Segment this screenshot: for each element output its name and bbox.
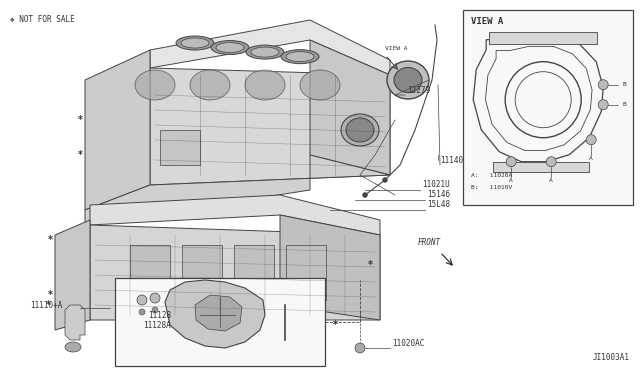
Text: B: B bbox=[622, 102, 626, 107]
Bar bbox=[493, 162, 589, 172]
Text: 11021U: 11021U bbox=[422, 180, 450, 189]
Text: 11128A: 11128A bbox=[143, 321, 171, 330]
Circle shape bbox=[546, 157, 556, 167]
Polygon shape bbox=[165, 280, 265, 348]
Text: VIEW A: VIEW A bbox=[471, 17, 503, 26]
Text: *: * bbox=[77, 115, 83, 125]
Circle shape bbox=[362, 192, 367, 198]
Circle shape bbox=[152, 307, 158, 313]
Circle shape bbox=[586, 135, 596, 145]
Text: JI1003A1: JI1003A1 bbox=[593, 353, 630, 362]
Text: 12279: 12279 bbox=[407, 86, 430, 95]
Ellipse shape bbox=[286, 52, 314, 62]
Polygon shape bbox=[280, 215, 380, 320]
Bar bbox=[130, 245, 170, 300]
Ellipse shape bbox=[251, 47, 279, 57]
Ellipse shape bbox=[246, 45, 284, 59]
Ellipse shape bbox=[190, 70, 230, 100]
Text: *: * bbox=[47, 235, 52, 245]
Text: *: * bbox=[77, 150, 83, 160]
Ellipse shape bbox=[394, 67, 422, 93]
Ellipse shape bbox=[279, 341, 291, 349]
Text: 15146: 15146 bbox=[427, 190, 450, 199]
Ellipse shape bbox=[387, 61, 429, 99]
Text: B: B bbox=[622, 82, 626, 87]
Polygon shape bbox=[150, 68, 390, 185]
Text: *: * bbox=[45, 300, 51, 310]
Text: 11020AC: 11020AC bbox=[392, 339, 424, 348]
Text: 11140: 11140 bbox=[440, 156, 463, 165]
Text: 11110+A: 11110+A bbox=[30, 301, 62, 310]
Text: FRONT: FRONT bbox=[418, 238, 441, 247]
Bar bbox=[115, 278, 325, 366]
Text: A:   11020A: A: 11020A bbox=[471, 173, 512, 178]
Text: A: A bbox=[589, 156, 593, 161]
Bar bbox=[489, 32, 597, 44]
Circle shape bbox=[137, 295, 147, 305]
Ellipse shape bbox=[135, 70, 175, 100]
Circle shape bbox=[139, 309, 145, 315]
Circle shape bbox=[598, 80, 608, 90]
Polygon shape bbox=[160, 130, 200, 165]
Text: *: * bbox=[367, 260, 372, 270]
Ellipse shape bbox=[281, 49, 319, 64]
Circle shape bbox=[506, 157, 516, 167]
Bar bbox=[234, 245, 274, 300]
Text: 11128: 11128 bbox=[148, 311, 171, 320]
Polygon shape bbox=[85, 50, 150, 210]
Bar bbox=[286, 245, 326, 300]
Polygon shape bbox=[85, 155, 390, 225]
Polygon shape bbox=[90, 225, 380, 320]
Ellipse shape bbox=[211, 41, 249, 55]
Circle shape bbox=[150, 293, 160, 303]
Text: VIEW A: VIEW A bbox=[385, 46, 408, 51]
Text: *: * bbox=[333, 320, 337, 330]
Ellipse shape bbox=[341, 114, 379, 146]
Ellipse shape bbox=[245, 70, 285, 100]
Polygon shape bbox=[55, 220, 90, 330]
Circle shape bbox=[598, 100, 608, 110]
Circle shape bbox=[383, 177, 387, 183]
Ellipse shape bbox=[176, 36, 214, 50]
Polygon shape bbox=[195, 295, 242, 331]
Text: *: * bbox=[47, 290, 52, 300]
Ellipse shape bbox=[181, 38, 209, 48]
Polygon shape bbox=[310, 40, 390, 175]
Text: B:   11010V: B: 11010V bbox=[471, 185, 512, 190]
Polygon shape bbox=[65, 305, 85, 340]
Ellipse shape bbox=[346, 118, 374, 142]
Text: ❖ NOT FOR SALE: ❖ NOT FOR SALE bbox=[10, 15, 75, 24]
Text: A: A bbox=[549, 178, 553, 183]
Circle shape bbox=[355, 343, 365, 353]
Bar bbox=[463, 10, 633, 205]
Polygon shape bbox=[90, 195, 380, 235]
Text: A: A bbox=[509, 178, 513, 183]
Polygon shape bbox=[150, 20, 390, 75]
Ellipse shape bbox=[300, 70, 340, 100]
Ellipse shape bbox=[216, 42, 244, 52]
Ellipse shape bbox=[65, 342, 81, 352]
Bar bbox=[182, 245, 222, 300]
Text: 15L48: 15L48 bbox=[427, 200, 450, 209]
